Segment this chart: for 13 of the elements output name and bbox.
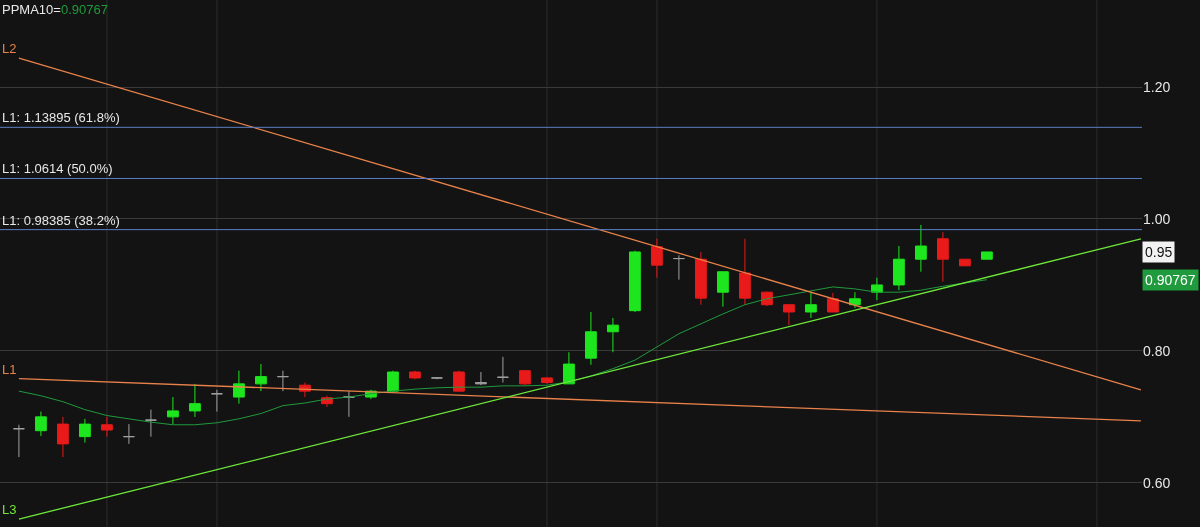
series-label: L3: [2, 502, 17, 517]
annotation: PPMA10=0.90767: [2, 2, 108, 17]
y-tick-label: 1.00: [1143, 210, 1171, 227]
y-tick-label: 0.60: [1143, 474, 1171, 491]
text: 0.95: [1145, 244, 1173, 260]
series-label: L2: [2, 41, 17, 56]
y-tick-label: 0.80: [1143, 342, 1171, 359]
ref-line-label: L1: 1.13895 (61.8%): [2, 110, 120, 125]
ref-line-label: L1: 0.98385 (38.2%): [2, 213, 120, 228]
y-tick-label: 1.20: [1143, 78, 1171, 95]
text: 0.90767: [1145, 272, 1196, 288]
ref-line-label: L1: 1.0614 (50.0%): [2, 161, 113, 176]
series-label: L1: [2, 362, 17, 377]
